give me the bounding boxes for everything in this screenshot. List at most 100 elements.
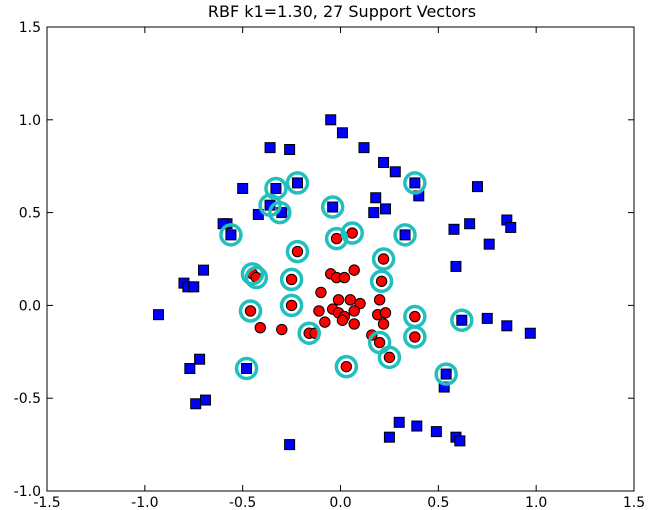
x-tick-label: 0.0 xyxy=(329,495,351,510)
square-point xyxy=(440,368,452,380)
square-point xyxy=(358,142,370,154)
square-point xyxy=(505,221,517,233)
square-point xyxy=(188,281,200,293)
support-vector-ring xyxy=(334,354,359,379)
square-point xyxy=(438,381,450,393)
circle-point xyxy=(344,294,356,306)
support-vector-ring xyxy=(219,223,243,247)
square-point xyxy=(471,181,483,193)
y-tick-label: 1.5 xyxy=(19,20,41,36)
support-vector-ring xyxy=(377,345,402,370)
circle-point xyxy=(348,305,360,317)
square-point xyxy=(270,182,282,194)
circle-point xyxy=(332,294,345,306)
x-tick-label: 1.0 xyxy=(525,495,547,510)
circle-point xyxy=(276,323,288,336)
circle-point xyxy=(285,273,298,286)
y-tick-label: 0.0 xyxy=(19,298,41,314)
support-vector-ring xyxy=(285,171,310,195)
square-point xyxy=(409,177,421,189)
x-tick-label: -0.5 xyxy=(229,495,256,510)
circle-point xyxy=(409,310,421,323)
square-point xyxy=(464,218,476,230)
circle-point xyxy=(379,307,392,319)
square-point xyxy=(336,127,348,139)
square-point xyxy=(450,260,462,272)
support-vector-ring xyxy=(244,265,269,290)
circle-point xyxy=(291,245,304,258)
square-point xyxy=(190,398,202,410)
support-vector-ring xyxy=(279,293,304,318)
circle-point xyxy=(373,294,386,306)
x-tick-label: -1.5 xyxy=(33,495,60,510)
support-vector-ring xyxy=(369,269,394,294)
square-point xyxy=(389,166,401,178)
support-vector-ring xyxy=(371,247,396,271)
square-point xyxy=(264,142,276,154)
circle-point xyxy=(338,271,351,284)
support-vector-ring xyxy=(403,325,427,349)
square-point xyxy=(284,143,296,155)
circle-point xyxy=(375,275,388,287)
square-point xyxy=(380,203,392,215)
y-tick-label: 1.0 xyxy=(19,113,41,129)
support-vectors xyxy=(219,171,474,386)
support-vector-ring xyxy=(434,362,458,386)
square-point xyxy=(225,229,237,241)
square-point xyxy=(198,264,210,276)
circle-point xyxy=(373,336,386,349)
square-point xyxy=(483,238,495,250)
support-vector-ring xyxy=(340,221,364,245)
circle-point xyxy=(354,297,366,310)
circle-point xyxy=(336,314,349,326)
circle-point xyxy=(409,331,421,343)
circle-point xyxy=(313,305,325,317)
square-point xyxy=(370,192,382,204)
square-point xyxy=(184,363,196,375)
square-point xyxy=(448,223,460,235)
circle-point xyxy=(377,318,390,330)
circle-point xyxy=(346,227,358,239)
data-points xyxy=(153,114,536,451)
circle-point xyxy=(348,264,360,276)
square-point xyxy=(456,314,468,326)
square-point xyxy=(383,431,395,443)
square-point xyxy=(501,320,513,332)
square-point xyxy=(399,229,411,241)
support-vector-ring xyxy=(403,171,427,195)
support-vector-ring xyxy=(268,200,292,225)
circle-point xyxy=(315,286,327,299)
circle-point xyxy=(330,232,343,245)
support-vector-ring xyxy=(450,308,474,332)
support-vector-ring xyxy=(393,223,417,247)
square-point xyxy=(430,426,442,438)
support-vector-ring xyxy=(324,226,349,251)
square-point xyxy=(325,114,337,126)
circle-point xyxy=(285,299,298,312)
support-vector-ring xyxy=(285,239,310,264)
square-point xyxy=(291,177,303,189)
x-tick-label: -1.0 xyxy=(131,495,158,510)
circle-point xyxy=(383,351,396,364)
square-point xyxy=(411,420,423,432)
support-vector-ring xyxy=(279,267,304,292)
square-point xyxy=(153,309,165,321)
square-point xyxy=(481,312,493,324)
square-point xyxy=(194,353,206,365)
circle-point xyxy=(254,321,266,334)
x-tick-label: 0.5 xyxy=(427,495,449,510)
support-vector-ring xyxy=(320,195,345,219)
axis-ticks: -1.5 -1.0 -0.5 0.0 0.5 1.0 1.5-1.0-0.50.00.51.… xyxy=(14,20,645,510)
y-tick-label: -0.5 xyxy=(14,391,41,407)
support-vector-ring xyxy=(240,262,265,286)
chart-title: RBF k1=1.30, 27 Support Vectors xyxy=(208,2,476,21)
support-vector-ring xyxy=(297,321,321,345)
square-point xyxy=(241,363,253,375)
square-point xyxy=(393,416,405,428)
square-point xyxy=(378,156,390,168)
circle-point xyxy=(319,316,331,328)
plot-frame xyxy=(46,26,635,492)
square-point xyxy=(237,182,249,194)
x-tick-label: 1.5 xyxy=(623,495,645,510)
